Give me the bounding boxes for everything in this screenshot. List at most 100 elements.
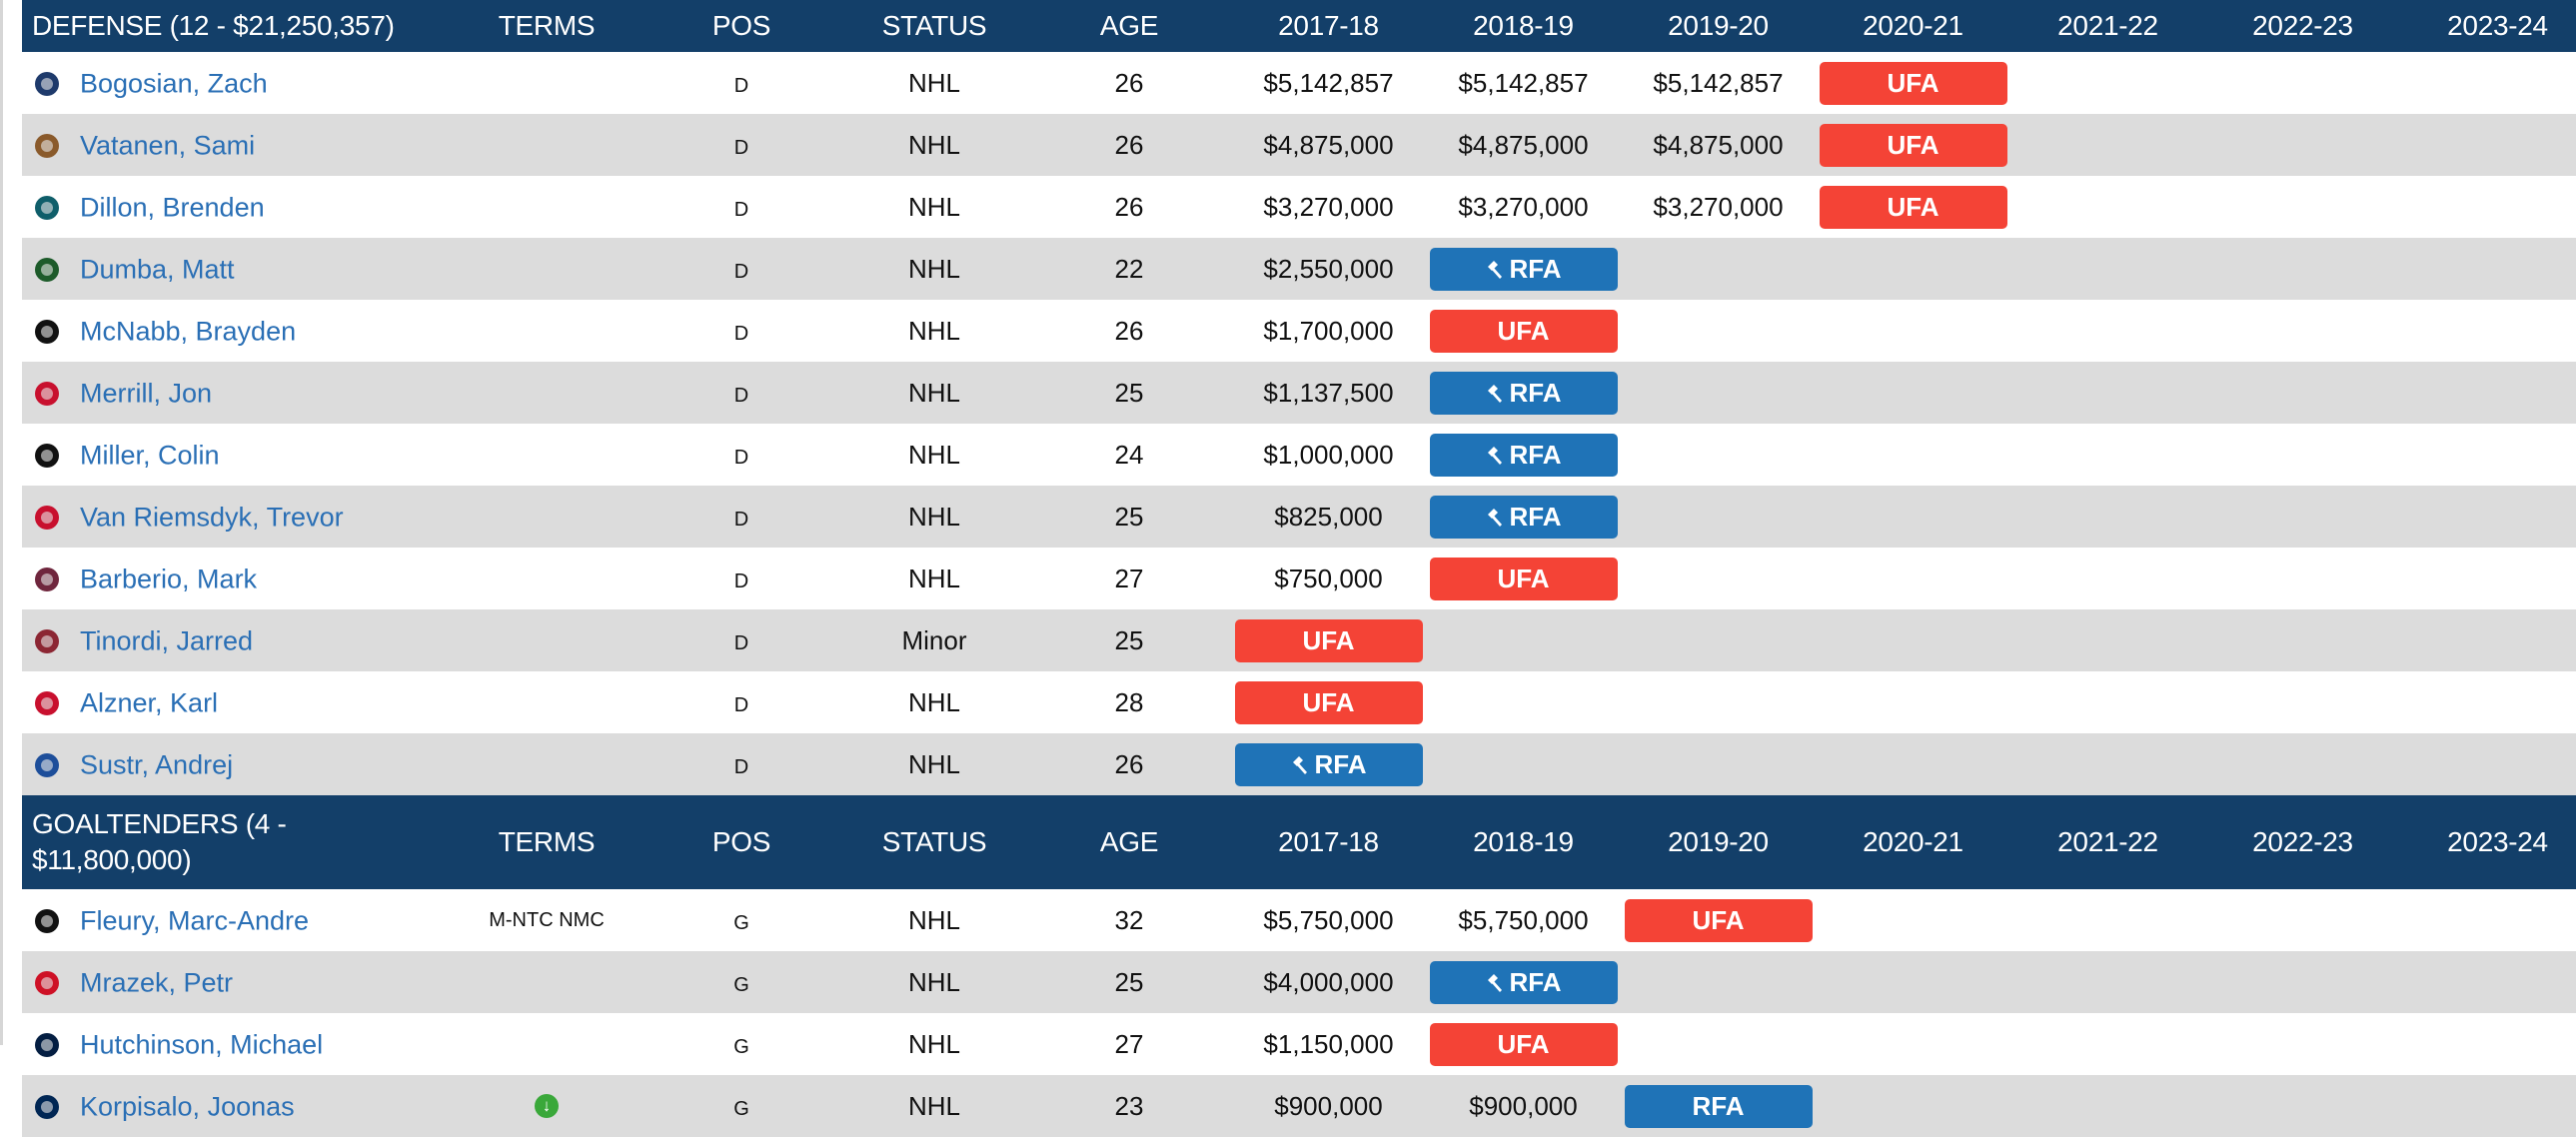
column-header-2020-21[interactable]: 2020-21 (1863, 10, 1963, 41)
ufa-badge[interactable]: UFA (1234, 618, 1423, 662)
salary-cell-2018-19 (1426, 733, 1621, 795)
column-header-2019-20[interactable]: 2019-20 (1668, 10, 1769, 41)
badge-label: RFA (1509, 966, 1562, 997)
status-cell: NHL (907, 904, 960, 935)
player-name-link[interactable]: Fleury, Marc-Andre (80, 905, 310, 936)
rfa-badge[interactable]: RFA (1429, 371, 1618, 415)
player-row: Mrazek, Petr G NHL 25 $4,000,000 RFA (22, 951, 2576, 1013)
age-cell: 26 (1114, 191, 1144, 222)
rfa-badge[interactable]: RFA (1234, 742, 1423, 786)
column-header-2019-20[interactable]: 2019-20 (1668, 826, 1769, 857)
terms-down-arrow-icon[interactable]: ↓ (535, 1094, 559, 1118)
player-name-cell: Sustr, Andrej (22, 733, 452, 795)
player-name-link[interactable]: Miller, Colin (80, 440, 220, 471)
player-name-link[interactable]: McNabb, Brayden (80, 316, 297, 347)
column-header-2021-22[interactable]: 2021-22 (2057, 10, 2158, 41)
column-header-2018-19[interactable]: 2018-19 (1473, 10, 1574, 41)
player-name-link[interactable]: Van Riemsdyk, Trevor (80, 502, 344, 533)
salary-cell-2019-20: $5,142,857 (1653, 67, 1784, 98)
column-header-terms[interactable]: TERMS (498, 826, 596, 857)
player-row: Barberio, Mark D NHL 27 $750,000 UFA (22, 548, 2576, 609)
salary-cell-2023-24 (2400, 52, 2576, 114)
status-cell: NHL (907, 439, 960, 470)
ufa-badge[interactable]: UFA (1429, 309, 1618, 353)
player-name-cell: Merrill, Jon (22, 362, 452, 424)
section-title[interactable]: DEFENSE (12 - $21,250,357) (32, 10, 395, 41)
salary-cell-2021-22 (2010, 889, 2205, 951)
rfa-badge[interactable]: RFA (1429, 433, 1618, 477)
salary-cell-2020-21 (1816, 1075, 2010, 1137)
rfa-badge[interactable]: RFA (1429, 247, 1618, 291)
badge-label: RFA (1509, 377, 1562, 408)
salary-cell-2023-24 (2400, 114, 2576, 176)
player-name-link[interactable]: Korpisalo, Joonas (80, 1091, 295, 1122)
column-header-status[interactable]: STATUS (881, 826, 987, 857)
player-name-link[interactable]: Dumba, Matt (80, 254, 235, 285)
salary-cell-2017-18: $2,550,000 (1263, 253, 1394, 284)
player-name-link[interactable]: Mrazek, Petr (80, 967, 234, 998)
player-name-cell: Bogosian, Zach (22, 52, 452, 114)
column-header-2017-18[interactable]: 2017-18 (1278, 10, 1379, 41)
badge-label: UFA (1302, 686, 1355, 717)
column-header-2018-19[interactable]: 2018-19 (1473, 826, 1574, 857)
terms-cell (452, 486, 642, 548)
player-row: Hutchinson, Michael G NHL 27 $1,150,000 UFA (22, 1013, 2576, 1075)
rfa-badge[interactable]: RFA (1429, 960, 1618, 1004)
column-header-2022-23[interactable]: 2022-23 (2252, 826, 2353, 857)
ufa-badge[interactable]: UFA (1819, 61, 2007, 105)
salary-cell-2023-24 (2400, 733, 2576, 795)
column-header-2020-21[interactable]: 2020-21 (1863, 826, 1963, 857)
gavel-icon (1486, 374, 1504, 403)
ufa-badge[interactable]: UFA (1819, 123, 2007, 167)
salary-cell-2017-18: $4,000,000 (1263, 966, 1394, 997)
player-name-link[interactable]: Vatanen, Sami (80, 130, 256, 161)
column-header-age[interactable]: AGE (1099, 826, 1159, 857)
rfa-badge[interactable]: RFA (1429, 495, 1618, 539)
badge-label: UFA (1497, 315, 1550, 346)
column-header-age[interactable]: AGE (1099, 10, 1159, 41)
column-header-2023-24[interactable]: 2023-24 (2447, 826, 2548, 857)
column-header-pos[interactable]: POS (711, 826, 771, 857)
salary-cell-2018-19: UFA (1426, 548, 1621, 609)
column-header-terms[interactable]: TERMS (498, 10, 596, 41)
status-cell: NHL (907, 501, 960, 532)
column-header-2021-22[interactable]: 2021-22 (2057, 826, 2158, 857)
column-header-status[interactable]: STATUS (881, 10, 987, 41)
column-header-2017-18[interactable]: 2017-18 (1278, 826, 1379, 857)
player-row: Vatanen, Sami D NHL 26 $4,875,000 $4,875,000 $… (22, 114, 2576, 176)
column-header-2022-23[interactable]: 2022-23 (2252, 10, 2353, 41)
blue-jackets-logo-icon (32, 1092, 62, 1122)
salary-cell-2018-19: RFA (1426, 424, 1621, 486)
player-name-link[interactable]: Bogosian, Zach (80, 68, 268, 99)
player-name-link[interactable]: Barberio, Mark (80, 564, 258, 594)
column-header-pos[interactable]: POS (711, 10, 771, 41)
salary-cell-2021-22 (2010, 362, 2205, 424)
section-header-row: GOALTENDERS (4 - $11,800,000) TERMS POS STAT… (22, 795, 2576, 889)
ufa-badge[interactable]: UFA (1234, 680, 1423, 724)
kings-logo-icon (32, 317, 62, 347)
terms-cell (452, 362, 642, 424)
red-wings-logo-icon (32, 968, 62, 998)
player-name-link[interactable]: Sustr, Andrej (80, 749, 234, 780)
player-name-link[interactable]: Alzner, Karl (80, 687, 219, 718)
ufa-badge[interactable]: UFA (1429, 557, 1618, 600)
salary-cell-2019-20 (1621, 733, 1816, 795)
ufa-badge[interactable]: UFA (1429, 1022, 1618, 1066)
salary-cell-2020-21 (1816, 889, 2010, 951)
avalanche-logo-icon (32, 565, 62, 594)
penguins-logo-icon (32, 906, 62, 936)
player-name-link[interactable]: Tinordi, Jarred (80, 625, 254, 656)
salary-cell-2017-18: UFA (1231, 671, 1426, 733)
terms-cell (452, 300, 642, 362)
rfa-badge[interactable]: RFA (1624, 1084, 1813, 1128)
player-name-link[interactable]: Merrill, Jon (80, 378, 213, 409)
salary-cell-2022-23 (2205, 176, 2400, 238)
salary-cell-2022-23 (2205, 486, 2400, 548)
player-name-link[interactable]: Dillon, Brenden (80, 192, 265, 223)
ufa-badge[interactable]: UFA (1624, 898, 1813, 942)
ufa-badge[interactable]: UFA (1819, 185, 2007, 229)
salary-cell-2022-23 (2205, 300, 2400, 362)
player-name-link[interactable]: Hutchinson, Michael (80, 1029, 324, 1060)
column-header-2023-24[interactable]: 2023-24 (2447, 10, 2548, 41)
section-title[interactable]: GOALTENDERS (4 - $11,800,000) (32, 808, 287, 875)
